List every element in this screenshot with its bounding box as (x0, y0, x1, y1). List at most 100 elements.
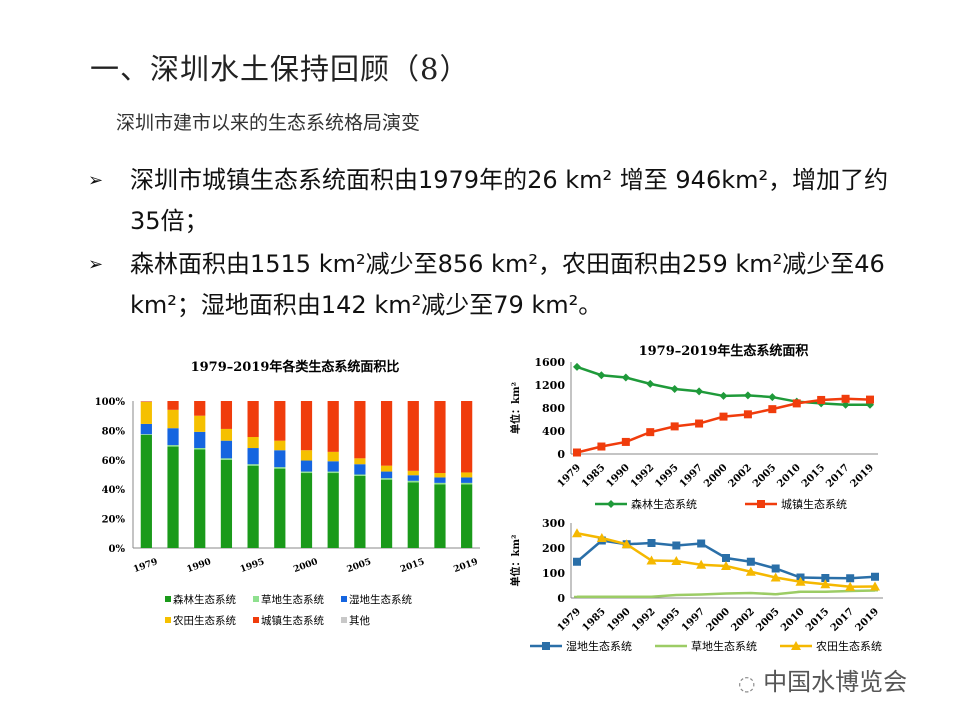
data-point (646, 428, 655, 437)
data-point (795, 576, 806, 586)
legend-label: 农田生态系统 (816, 639, 882, 653)
x-tick-label: 2017 (824, 462, 851, 489)
bar-segment-2019 (461, 484, 473, 548)
bar-segment-1992 (220, 458, 233, 460)
data-point (792, 399, 801, 408)
x-tick-label: 1990 (186, 557, 213, 575)
legend-label: 森林生态系统 (173, 593, 236, 606)
data-point (841, 394, 850, 403)
data-point (871, 572, 879, 581)
legend-label: 城镇生态系统 (781, 497, 847, 511)
data-point (672, 541, 681, 550)
data-point (820, 579, 831, 589)
y-tick-label: 60% (102, 456, 126, 467)
bar-segment-2005 (354, 464, 366, 475)
legend-label: 草地生态系统 (261, 593, 324, 606)
bar-segment-2015 (407, 480, 419, 483)
bar-segment-2019 (461, 401, 473, 473)
y-tick-label: 300 (542, 517, 565, 530)
x-tick-label: 1985 (580, 606, 607, 633)
data-point (695, 387, 704, 396)
bar-segment-1997 (274, 467, 286, 469)
y-tick-label: 800 (542, 402, 565, 415)
bar-segment-2010 (380, 471, 393, 479)
bar-segment-2017 (434, 401, 446, 474)
x-tick-label: 1979 (132, 557, 159, 575)
data-point (770, 572, 781, 582)
bar-segment-1995 (247, 448, 259, 465)
data-point (607, 500, 615, 508)
x-tick-label: 2002 (727, 462, 754, 489)
bar-segment-1992 (220, 428, 233, 441)
data-point (621, 539, 632, 549)
bullet-item: ➢ 森林面积由1515 km²减少至856 km²，农田面积由259 km²减少… (88, 244, 908, 326)
y-tick-label: 200 (542, 542, 565, 555)
y-tick-label: 80% (102, 426, 126, 437)
legend-swatch (253, 596, 259, 602)
bar-segment-2005 (354, 474, 366, 476)
bar-segment-1979 (140, 434, 152, 548)
legend-label: 城镇生态系统 (261, 614, 324, 627)
slide-subtitle: 深圳市建市以来的生态系统格局演变 (116, 112, 421, 134)
x-tick-label: 2002 (729, 606, 756, 633)
x-tick-label: 1979 (556, 606, 583, 633)
y-axis-label: 单位：km² (509, 382, 522, 434)
line-chart-area: 1979–2019年生态系统面积 0 400 800 1200 1600 单位：km² 197… (509, 343, 878, 511)
bar-segment-2017 (434, 482, 446, 485)
data-point (721, 561, 731, 570)
legend-label: 森林生态系统 (631, 497, 697, 511)
data-point (821, 574, 830, 582)
data-point (722, 554, 730, 562)
x-tick-label: 2010 (779, 606, 806, 633)
x-tick-label: 2015 (800, 462, 827, 489)
x-tick-label: 2019 (854, 606, 881, 633)
legend-label: 草地生态系统 (691, 639, 757, 653)
bar-segment-2005 (354, 475, 366, 548)
x-tick-label: 2017 (829, 606, 856, 633)
bar-segment-2002 (327, 451, 339, 462)
y-tick-label: 100 (542, 567, 565, 580)
bar-segment-2019 (461, 482, 473, 485)
bar-segment-1995 (247, 464, 259, 466)
bar-segment-1995 (247, 465, 259, 548)
x-tick-label: 2015 (399, 557, 426, 575)
bar-segment-2002 (327, 471, 339, 474)
data-point (573, 448, 581, 457)
bar-segment-1985 (167, 446, 179, 548)
legend-label: 湿地生态系统 (349, 593, 412, 606)
bar-segment-2015 (407, 470, 419, 476)
bar-segment-1990 (194, 431, 206, 449)
data-point (621, 437, 630, 446)
legend-swatch (341, 617, 347, 623)
legend-swatch (165, 617, 171, 623)
data-point (791, 641, 801, 650)
bar-segment-2017 (434, 477, 446, 483)
data-point (572, 528, 582, 538)
y-tick-label: 0 (557, 592, 565, 605)
legend-label: 农田生态系统 (173, 614, 236, 627)
bar-segment-2000 (300, 401, 313, 451)
data-point (697, 539, 706, 548)
arrowhead-icon: ➢ (88, 170, 104, 191)
data-point (646, 555, 657, 565)
x-tick-label: 2000 (705, 606, 732, 633)
x-tick-label: 1979 (556, 462, 583, 489)
bullet-text: 森林面积由1515 km²减少至856 km²，农田面积由259 km²减少至4… (130, 250, 885, 319)
data-point (866, 395, 874, 404)
arrowhead-icon: ➢ (88, 254, 104, 275)
bar-segment-2015 (407, 482, 419, 548)
y-tick-label: 20% (102, 515, 126, 526)
bar-segment-1995 (247, 401, 259, 438)
y-tick-label: 1200 (534, 379, 565, 392)
bar-segment-2000 (300, 460, 313, 472)
data-point (745, 566, 756, 576)
bar-segment-2010 (380, 479, 393, 548)
bar-segment-2017 (434, 484, 446, 548)
chart-title: 1979–2019年生态系统面积 (639, 343, 809, 359)
x-tick-label: 2019 (849, 462, 876, 489)
data-point (743, 391, 752, 400)
data-point (573, 362, 581, 371)
bar-segment-2000 (300, 450, 313, 461)
data-point (671, 556, 682, 565)
x-tick-label: 1990 (604, 462, 631, 489)
